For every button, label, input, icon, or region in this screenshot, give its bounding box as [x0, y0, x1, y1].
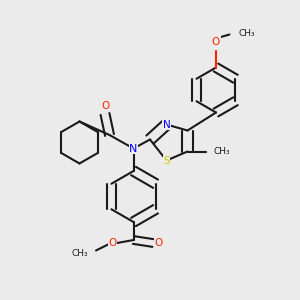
Text: CH₃: CH₃: [72, 249, 88, 258]
Text: S: S: [163, 155, 170, 166]
Text: O: O: [101, 101, 109, 112]
Text: CH₃: CH₃: [238, 28, 255, 38]
Text: N: N: [163, 119, 170, 130]
Text: CH₃: CH₃: [213, 147, 230, 156]
Text: O: O: [212, 37, 220, 47]
Text: O: O: [108, 238, 117, 248]
Text: N: N: [129, 143, 138, 154]
Text: O: O: [154, 238, 163, 248]
